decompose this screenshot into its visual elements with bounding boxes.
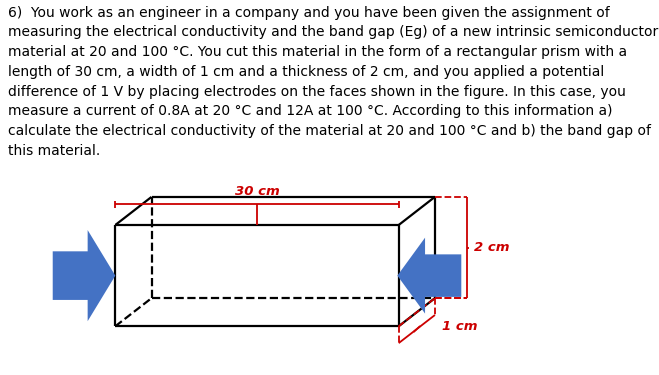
FancyArrow shape xyxy=(397,238,461,314)
Text: 1 cm: 1 cm xyxy=(442,320,477,333)
Text: 6)  You work as an engineer in a company and you have been given the assignment : 6) You work as an engineer in a company … xyxy=(8,6,658,158)
FancyArrow shape xyxy=(53,230,115,321)
Text: 30 cm: 30 cm xyxy=(235,184,279,198)
Text: 2 cm: 2 cm xyxy=(474,241,510,254)
